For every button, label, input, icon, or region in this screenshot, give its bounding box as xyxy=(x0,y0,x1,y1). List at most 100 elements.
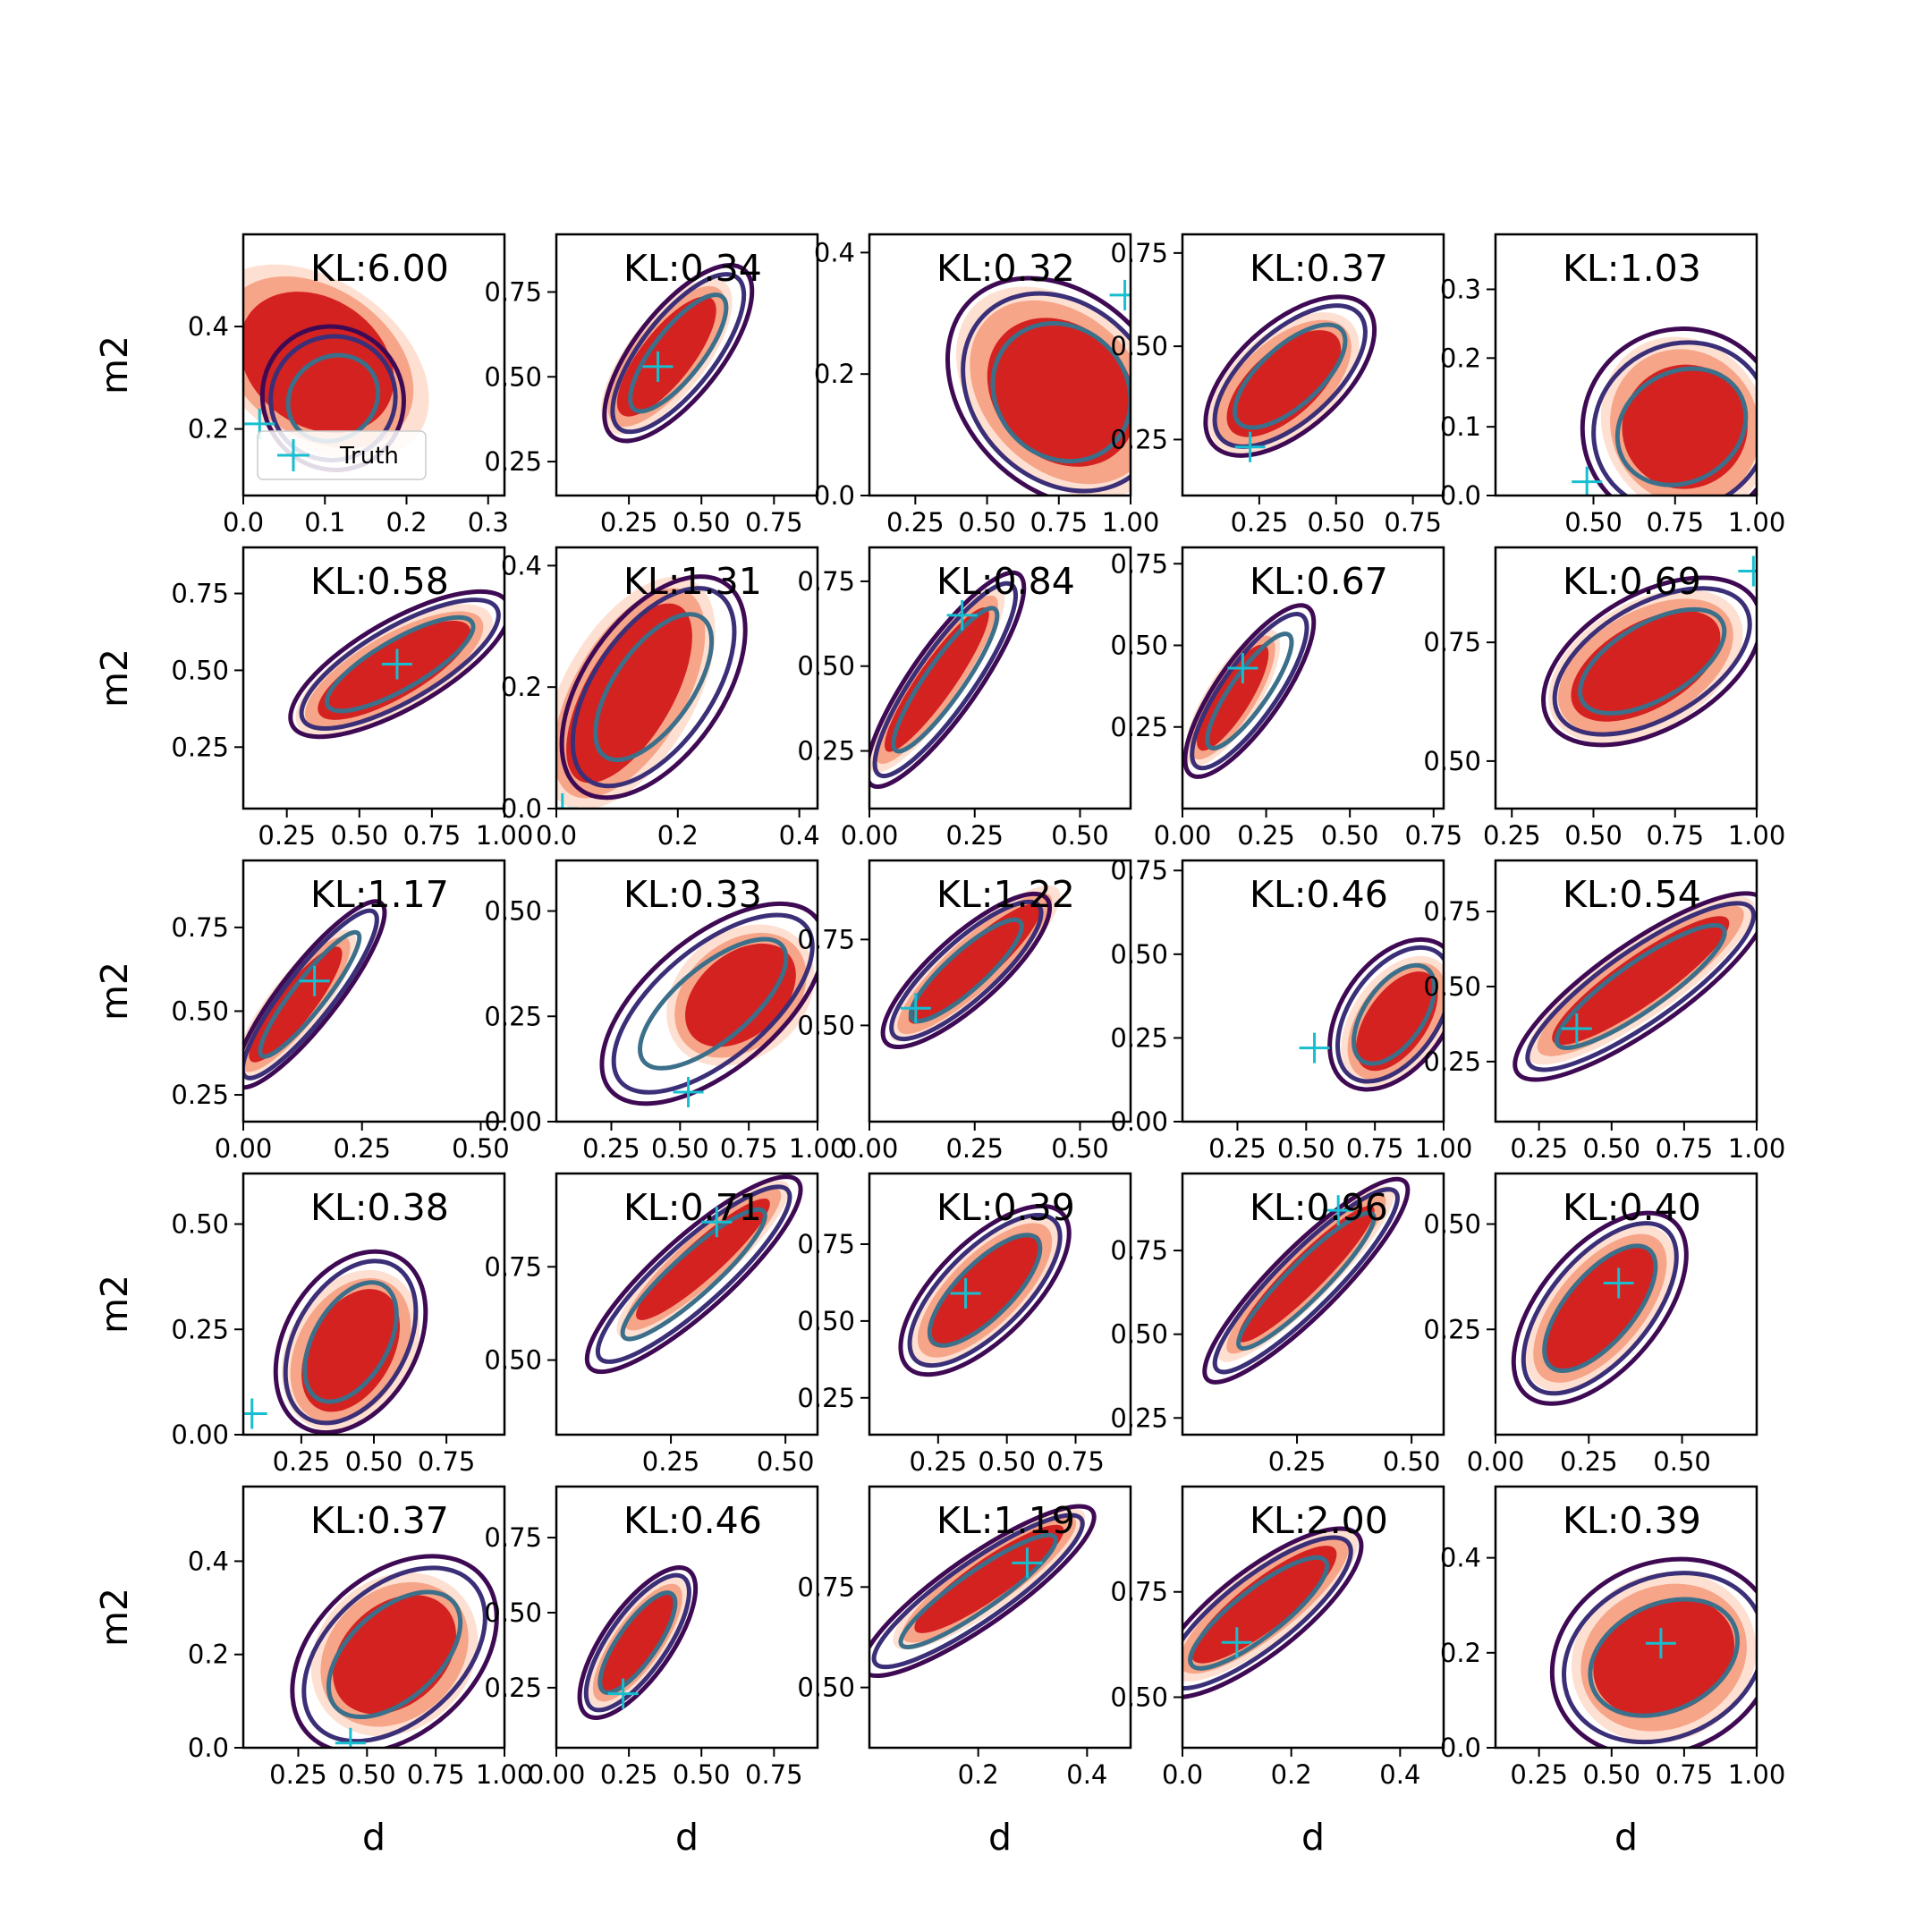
contour-inner xyxy=(628,292,729,414)
axes-frame xyxy=(555,546,819,810)
contour-outer xyxy=(1182,603,1317,779)
x-tick-label: 0.25 xyxy=(273,1446,331,1477)
y-tick-label: 0.50 xyxy=(171,1209,229,1240)
contour-outer xyxy=(599,901,818,1106)
subplot-23: 0.2 0.4 0.50 0.75 KL:1.19 d xyxy=(797,1485,1132,1859)
contour-inner xyxy=(1236,1210,1377,1352)
axes-frame xyxy=(868,546,1132,810)
x-tick-label: 0.25 xyxy=(258,820,316,851)
y-tick-label: 0.50 xyxy=(1423,1209,1481,1240)
x-tick-label: 0.50 xyxy=(338,1759,396,1790)
x-tick-label: 0.25 xyxy=(910,1446,968,1477)
contour-mid xyxy=(610,272,747,435)
axes-frame xyxy=(1494,1485,1758,1750)
x-tick-label: 0.75 xyxy=(745,1759,803,1790)
x-tick-label: 0.75 xyxy=(1384,507,1442,538)
contour-mid xyxy=(1190,611,1309,771)
y-tick-label: 0.25 xyxy=(1110,424,1168,454)
contour-mid xyxy=(889,899,1044,1042)
density-fill-inner xyxy=(1593,1598,1735,1717)
plot-area xyxy=(1182,1526,1364,1700)
contour-inner xyxy=(1542,1243,1658,1374)
x-tick-label: 0.25 xyxy=(582,1133,640,1164)
contour-inner xyxy=(891,606,1000,754)
axes-frame xyxy=(242,546,506,810)
subplot-5: 0.50 0.75 1.00 0.0 0.1 0.2 0.3 KL:1.03 xyxy=(1440,233,1785,538)
axes-frame xyxy=(242,859,506,1123)
kl-label: KL:0.46 xyxy=(623,1499,762,1542)
x-tick-label: 0.25 xyxy=(1560,1446,1618,1477)
density-fill-inner xyxy=(636,1198,770,1320)
axes-frame xyxy=(1494,546,1758,810)
contour-mid xyxy=(1182,1535,1353,1691)
contour-inner xyxy=(258,929,362,1059)
contour-mid xyxy=(595,1184,792,1364)
kl-label: KL:0.37 xyxy=(310,1499,449,1542)
y-tick-label: 0.25 xyxy=(1423,1314,1481,1344)
y-tick-label: 0.50 xyxy=(797,1010,855,1040)
x-tick-label: 0.1 xyxy=(304,507,345,538)
contour-outer xyxy=(1203,294,1377,458)
contour-inner xyxy=(1205,631,1294,751)
x-tick-label: 0.75 xyxy=(1646,507,1704,538)
y-tick-label: 0.2 xyxy=(814,359,855,389)
density-fill-inner xyxy=(908,902,1041,1024)
y-tick-label: 0.4 xyxy=(188,1546,229,1576)
contour-inner xyxy=(324,614,476,714)
subplot-13: 0.00 0.25 0.50 0.50 0.75 KL:1.22 xyxy=(797,859,1132,1164)
plot-area xyxy=(945,275,1131,496)
contour-inner xyxy=(620,1207,767,1342)
contour-outer xyxy=(288,589,504,740)
subplot-25: 0.25 0.50 0.75 1.00 0.0 0.2 0.4 KL:0.39 d xyxy=(1440,1485,1785,1859)
density-fill-inner xyxy=(1197,644,1269,751)
subplot-1: 0.0 0.1 0.2 0.3 0.2 0.4 KL:6.00 Truth m2 xyxy=(93,233,509,538)
plot-area xyxy=(290,1554,499,1748)
x-tick-label: 1.00 xyxy=(1728,820,1786,851)
x-tick-label: 0.0 xyxy=(223,507,264,538)
contour-inner xyxy=(927,1233,1043,1348)
y-tick-label: 0.75 xyxy=(484,1251,542,1282)
y-tick-label: 0.50 xyxy=(1110,631,1168,661)
x-tick-label: 0.75 xyxy=(1046,1446,1105,1477)
density-fill-inner xyxy=(1355,971,1438,1072)
x-axis-label: d xyxy=(988,1816,1012,1859)
subplot-12: 0.25 0.50 0.75 1.00 0.00 0.25 0.50 KL:0.33 xyxy=(484,859,846,1164)
x-tick-label: 0.00 xyxy=(1467,1446,1525,1477)
x-tick-label: 0.2 xyxy=(958,1759,999,1790)
kl-label: KL:0.38 xyxy=(310,1186,449,1229)
y-axis-label: m2 xyxy=(93,1275,136,1334)
density-fill-inner xyxy=(616,296,716,417)
x-tick-label: 0.50 xyxy=(1277,1133,1335,1164)
x-tick-label: 0.25 xyxy=(333,1133,391,1164)
y-tick-label: 0.25 xyxy=(797,1383,855,1413)
contour-outer xyxy=(880,891,1053,1050)
x-tick-label: 0.00 xyxy=(841,820,899,851)
contour-outer xyxy=(898,1203,1072,1377)
contour-outer xyxy=(243,899,387,1090)
y-tick-label: 0.0 xyxy=(188,1733,229,1763)
contour-inner xyxy=(1188,1555,1330,1671)
subplot-14: 0.25 0.50 0.75 1.00 0.00 0.25 0.50 0.75 KL:0.46 xyxy=(1110,855,1472,1164)
subplot-17: 0.25 0.50 0.50 0.75 KL:0.71 xyxy=(484,1172,819,1477)
axes-frame xyxy=(1494,1172,1758,1436)
kl-label: KL:0.71 xyxy=(623,1186,762,1229)
kl-label: KL:1.22 xyxy=(936,873,1075,916)
y-tick-label: 0.75 xyxy=(1110,548,1168,579)
subplot-18: 0.25 0.50 0.75 0.25 0.50 0.75 KL:0.39 xyxy=(797,1172,1132,1477)
contour-outer xyxy=(869,570,1027,790)
x-tick-label: 0.75 xyxy=(745,507,803,538)
contour-mid xyxy=(299,597,501,731)
y-tick-label: 0.2 xyxy=(501,672,542,702)
kl-label: KL:1.19 xyxy=(936,1499,1075,1542)
x-tick-label: 0.50 xyxy=(757,1446,815,1477)
x-tick-label: 0.25 xyxy=(600,507,658,538)
y-tick-label: 0.25 xyxy=(484,1001,542,1031)
y-tick-label: 0.50 xyxy=(171,655,229,685)
contour-mid xyxy=(1212,1187,1400,1375)
axes-frame xyxy=(1181,546,1445,810)
x-tick-label: 1.00 xyxy=(1728,1133,1786,1164)
contour-inner xyxy=(898,1532,1058,1649)
x-tick-label: 0.75 xyxy=(1346,1133,1404,1164)
density-fill-inner xyxy=(1191,1546,1337,1664)
